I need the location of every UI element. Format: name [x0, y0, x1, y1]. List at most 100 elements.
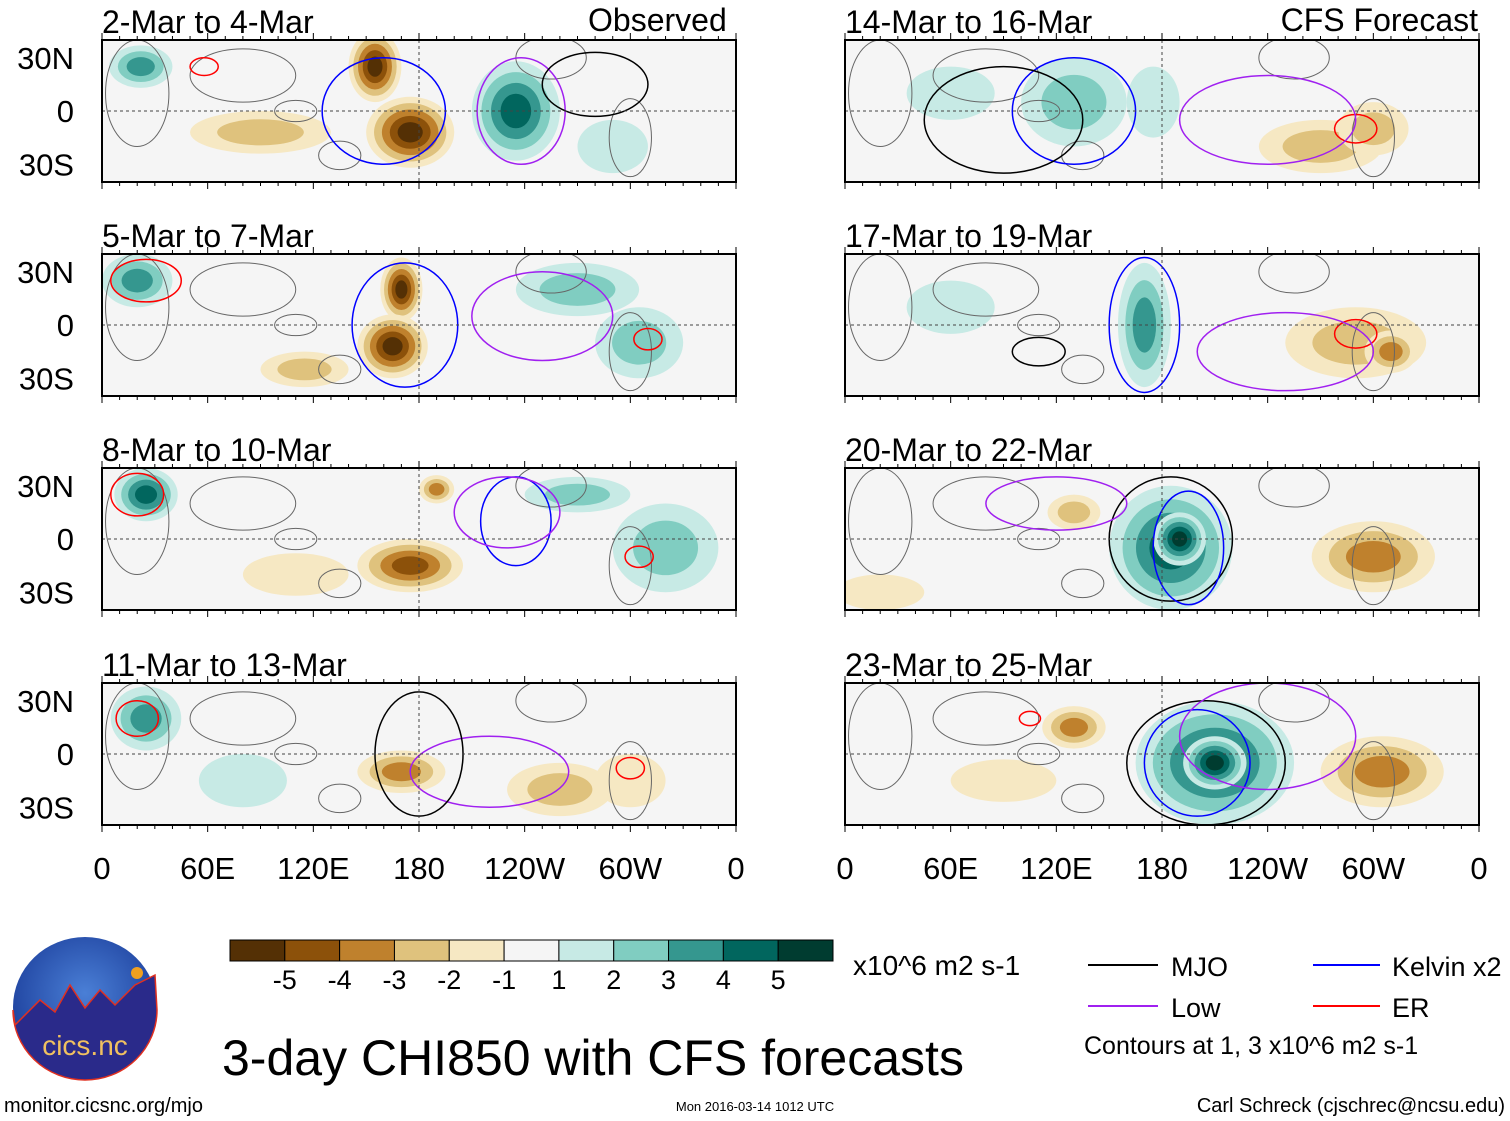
colorbar-swatch	[558, 939, 615, 962]
coastline	[1017, 313, 1061, 337]
colorbar-swatch	[613, 939, 670, 962]
anomaly-shading	[121, 268, 153, 293]
panel-title: 8-Mar to 10-Mar	[102, 432, 332, 468]
forecast-label: CFS Forecast	[1281, 2, 1478, 38]
anomaly-shading	[130, 704, 162, 733]
wave-contour	[624, 545, 654, 569]
coastline	[274, 99, 318, 123]
footer-url[interactable]: monitor.cicsnc.org/mjo	[4, 1095, 203, 1117]
anomaly-shading	[539, 273, 616, 306]
coastline	[515, 683, 587, 723]
anomaly-shading	[1126, 66, 1180, 138]
coastline	[1258, 254, 1330, 294]
colorbar-label: -3	[382, 965, 406, 995]
anomaly-shading	[1059, 717, 1089, 737]
coastline	[318, 568, 362, 599]
anomaly-shading	[1132, 297, 1157, 353]
coastline	[318, 354, 362, 385]
lon-label: 180	[393, 851, 445, 886]
lon-label: 60E	[923, 851, 978, 886]
anomaly-shading	[544, 483, 611, 506]
longitude-labels: 0 60E 120E 180 120W 60W 0 0 60E 120E 180 120W 60W 0	[93, 851, 1487, 886]
anomaly-shading	[1354, 755, 1410, 788]
map-panel: 5-Mar to 7-Mar	[101, 218, 737, 403]
coastline	[105, 40, 170, 147]
lon-label: 180	[1136, 851, 1188, 886]
wave-contour	[633, 327, 663, 351]
legend-note: Contours at 1, 3 x10^6 m2 s-1	[1084, 1032, 1418, 1060]
map-panel: 11-Mar to 13-Mar	[101, 647, 737, 832]
lat-label: 0	[57, 308, 74, 343]
coastline	[1017, 742, 1061, 766]
wave-contour	[985, 476, 1128, 531]
anomaly-shading	[367, 56, 383, 77]
coastline	[848, 40, 913, 147]
anomaly-shading	[428, 482, 445, 496]
wave-contour	[189, 57, 219, 77]
legend: MJO Kelvin x2 Low ER Contours at 1, 3 x1…	[1084, 952, 1502, 1060]
colorbar-label: -5	[273, 965, 297, 995]
colorbar-swatch	[777, 939, 834, 962]
anomaly-shading	[950, 759, 1057, 802]
wave-contour	[1011, 336, 1066, 367]
colorbar-swatch	[393, 939, 450, 962]
map-panel: 2-Mar to 4-Mar	[101, 4, 737, 189]
map-panel: 23-Mar to 25-Mar	[844, 647, 1480, 832]
coastline	[1061, 354, 1105, 385]
coastline	[1351, 98, 1395, 178]
coastline	[515, 468, 587, 508]
map-panel: 14-Mar to 16-Mar	[844, 4, 1480, 189]
lat-label: 30N	[17, 41, 74, 76]
legend-label-low: Low	[1171, 993, 1221, 1023]
colorbar-label: 1	[551, 965, 566, 995]
wave-contour	[1126, 700, 1287, 825]
coastline	[105, 254, 170, 361]
map-panel: 20-Mar to 22-Mar	[844, 432, 1480, 617]
lat-label: 30N	[17, 469, 74, 504]
anomaly-shading	[395, 280, 408, 299]
legend-label-er: ER	[1392, 993, 1430, 1023]
coastline	[105, 683, 170, 790]
coastline	[189, 48, 297, 103]
latitude-labels: 30N 0 30S 30N 0 30S 30N 0 30S 30N 0 30S	[17, 41, 74, 826]
anomaly-shading	[595, 754, 666, 808]
coastline	[1351, 312, 1395, 392]
coastline	[1061, 568, 1105, 599]
lat-label: 30S	[19, 790, 74, 825]
colorbar-units: x10^6 m2 s-1	[853, 950, 1020, 981]
colorbar-label: -4	[328, 965, 352, 995]
coastline	[274, 527, 318, 551]
wave-contour	[1018, 710, 1042, 727]
colorbar-label: -2	[437, 965, 461, 995]
anomaly-shading	[1205, 755, 1224, 771]
wave-contour	[923, 65, 1084, 174]
colorbar-label: 3	[661, 965, 676, 995]
colorbar-label: 2	[606, 965, 621, 995]
lat-label: 30S	[19, 147, 74, 182]
anomaly-shading	[1172, 531, 1188, 547]
map-panel: 17-Mar to 19-Mar	[844, 218, 1480, 403]
logo-text: cics.nc	[42, 1030, 128, 1061]
anomaly-shading	[527, 773, 593, 806]
wave-contour	[453, 476, 561, 549]
anomaly-shading	[1351, 112, 1396, 146]
map-panel: 8-Mar to 10-Mar	[101, 432, 737, 617]
footer-timestamp: Mon 2016-03-14 1012 UTC	[676, 1099, 834, 1114]
lat-label: 0	[57, 522, 74, 557]
lon-label: 0	[836, 851, 853, 886]
lon-label: 120W	[1227, 851, 1309, 886]
coastline	[932, 691, 1040, 746]
panel-title: 23-Mar to 25-Mar	[845, 647, 1093, 683]
wave-contour	[615, 756, 646, 780]
panel-title: 20-Mar to 22-Mar	[845, 432, 1093, 468]
colorbar-swatch	[668, 939, 724, 962]
panel-title: 2-Mar to 4-Mar	[102, 4, 314, 40]
lon-label: 60E	[180, 851, 235, 886]
lon-label: 60W	[598, 851, 662, 886]
coastline	[608, 98, 652, 178]
coastline	[848, 254, 913, 361]
colorbar-swatch	[339, 939, 395, 962]
map-panels: 2-Mar to 4-Mar 5-Mar to 7-Mar 8-Mar to 10-…	[101, 4, 1480, 832]
wave-contour	[471, 271, 614, 362]
